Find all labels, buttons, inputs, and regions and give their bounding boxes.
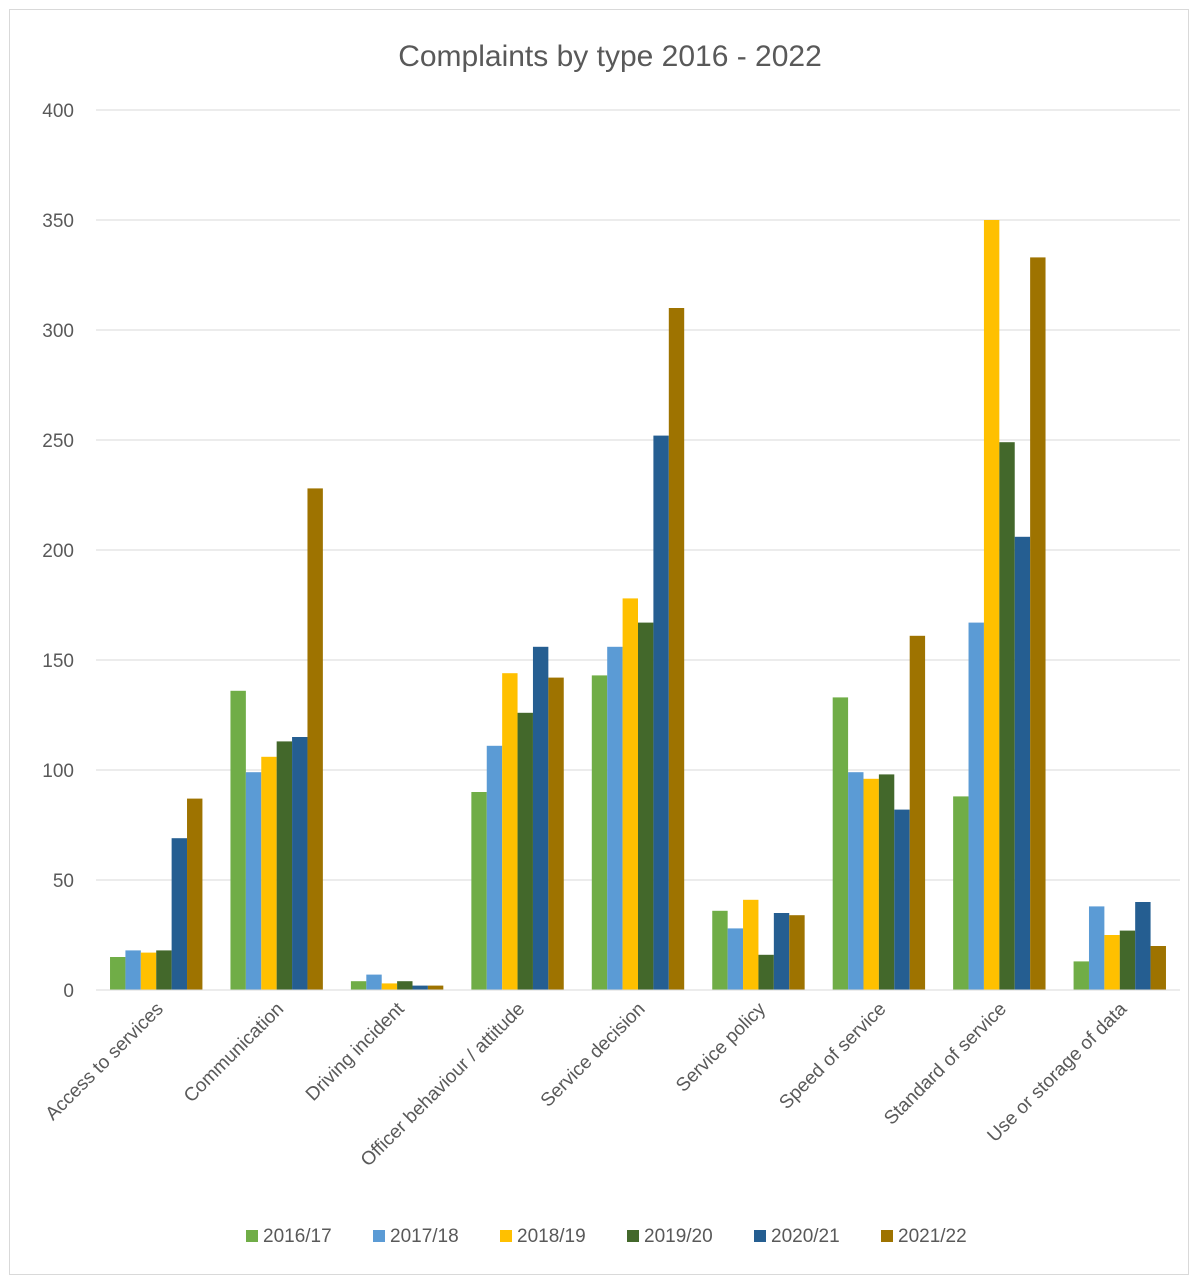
bar (156, 950, 172, 990)
bar (668, 308, 685, 990)
category-label: Standard of service (880, 999, 1011, 1130)
bar (712, 910, 728, 990)
y-tick-label: 50 (53, 871, 74, 892)
category-label: Communication (180, 999, 288, 1107)
bar (743, 899, 759, 990)
y-tick-label: 100 (42, 761, 74, 782)
bar (366, 974, 382, 990)
bar (848, 772, 864, 990)
legend-swatch (627, 1230, 639, 1242)
bar (832, 697, 849, 990)
bar (486, 745, 503, 990)
y-tick-label: 200 (42, 541, 74, 562)
bar (292, 737, 308, 990)
bar (607, 646, 623, 990)
bar-chart: Complaints by type 2016 - 2022 0 50 100 150… (42, 40, 1180, 1247)
bar (427, 985, 444, 990)
legend-swatch (373, 1230, 385, 1242)
bar (187, 798, 203, 990)
bar (110, 957, 126, 990)
bar (1088, 906, 1105, 990)
bar (171, 838, 188, 990)
category-label: Service policy (672, 998, 770, 1096)
y-axis-ticks: 0 50 100 150 200 250 300 350 400 (42, 101, 74, 1002)
category-label: Service decision (537, 999, 650, 1112)
bar (983, 220, 1000, 990)
bar (953, 796, 969, 990)
bar (471, 792, 487, 990)
bar (397, 981, 413, 990)
legend-label: 2018/19 (517, 1226, 586, 1247)
bar (1073, 961, 1089, 990)
bar (758, 954, 774, 990)
bar (230, 690, 246, 990)
legend-label: 2019/20 (644, 1226, 713, 1247)
bar (1150, 946, 1166, 990)
bar (1014, 536, 1031, 990)
legend-label: 2020/21 (771, 1226, 840, 1247)
y-tick-label: 250 (42, 431, 74, 452)
legend-swatch (754, 1230, 766, 1242)
bar (517, 712, 533, 990)
bar (878, 774, 895, 990)
category-labels: Access to services Communication Driving i… (42, 998, 1132, 1171)
y-tick-label: 400 (42, 101, 74, 122)
bar (727, 928, 744, 990)
bar (532, 646, 549, 990)
bar (350, 981, 367, 990)
bar (276, 741, 293, 990)
bar (1135, 902, 1151, 990)
bar (502, 673, 518, 990)
bar (999, 442, 1015, 990)
legend-swatch (246, 1230, 258, 1242)
legend: 2016/17 2017/18 2018/19 2019/20 2020/21 2021/… (246, 1226, 967, 1247)
bar (591, 675, 608, 990)
bar (140, 952, 157, 990)
bars (110, 220, 1166, 991)
y-tick-label: 0 (63, 981, 74, 1002)
legend-label: 2021/22 (898, 1226, 967, 1247)
legend-label: 2017/18 (390, 1226, 459, 1247)
legend-swatch (500, 1230, 512, 1242)
bar (968, 622, 984, 990)
bar (863, 778, 879, 990)
bar (245, 772, 262, 990)
bar (307, 488, 323, 990)
bar (653, 435, 669, 991)
bar (622, 598, 638, 990)
y-tick-label: 150 (42, 651, 74, 672)
bar (773, 913, 790, 990)
category-label: Speed of service (775, 999, 890, 1114)
bar (548, 677, 564, 990)
category-label: Driving incident (302, 998, 409, 1105)
bar (894, 809, 910, 990)
bar (789, 915, 805, 990)
bar (412, 985, 428, 990)
y-tick-label: 300 (42, 321, 74, 342)
bar (125, 950, 141, 990)
chart-area: Complaints by type 2016 - 2022 0 50 100 150… (9, 9, 1189, 1275)
bar (1119, 930, 1136, 990)
bar (1030, 257, 1046, 990)
legend-swatch (881, 1230, 893, 1242)
category-label: Use or storage of data (984, 998, 1132, 1146)
category-label: Access to services (42, 999, 168, 1125)
y-tick-label: 350 (42, 211, 74, 232)
bar (909, 635, 926, 990)
chart-title: Complaints by type 2016 - 2022 (398, 40, 822, 73)
legend-label: 2016/17 (263, 1226, 332, 1247)
bar (638, 622, 654, 990)
bar (261, 756, 277, 990)
bar (1104, 935, 1120, 990)
bar (381, 983, 398, 990)
